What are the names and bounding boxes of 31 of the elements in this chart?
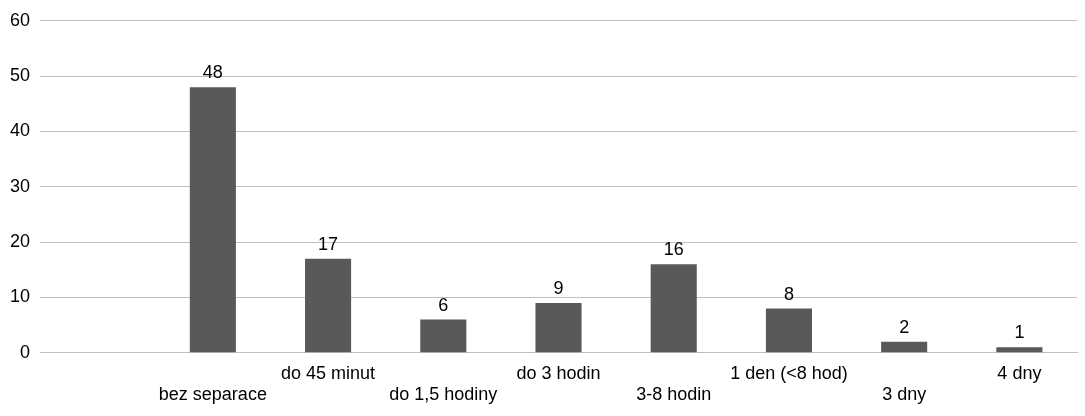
data-label: 9: [553, 277, 564, 298]
data-label: 2: [899, 316, 910, 337]
y-tick-label: 0: [20, 341, 31, 362]
data-label: 48: [202, 62, 223, 83]
x-tick-label: 4 dny: [997, 362, 1042, 383]
x-tick-label: 1 den (<8 hod): [730, 362, 848, 383]
data-label: 17: [318, 233, 339, 254]
data-label: 1: [1014, 322, 1025, 343]
y-tick-label: 60: [9, 9, 31, 30]
bar: [189, 87, 236, 353]
bar: [535, 303, 582, 353]
x-tick-label: do 3 hodin: [516, 362, 601, 383]
x-tick-label: do 1,5 hodiny: [389, 384, 498, 405]
x-tick-label: 3-8 hodin: [636, 384, 712, 405]
bar: [881, 341, 928, 353]
bar: [996, 347, 1043, 353]
data-label: 16: [663, 239, 684, 260]
bar: [765, 308, 812, 353]
y-tick-label: 40: [9, 120, 31, 141]
x-tick-label: 3 dny: [882, 384, 927, 405]
x-tick-label: bez separace: [158, 384, 267, 405]
y-tick-label: 20: [9, 231, 31, 252]
y-tick-label: 30: [9, 175, 31, 196]
y-tick-label: 10: [9, 286, 31, 307]
bar: [650, 264, 697, 353]
data-label: 8: [783, 283, 794, 304]
bar: [420, 319, 467, 353]
x-tick-label: do 45 minut: [281, 362, 376, 383]
bar: [305, 258, 352, 353]
data-label: 6: [438, 294, 449, 315]
y-tick-label: 50: [9, 65, 31, 86]
